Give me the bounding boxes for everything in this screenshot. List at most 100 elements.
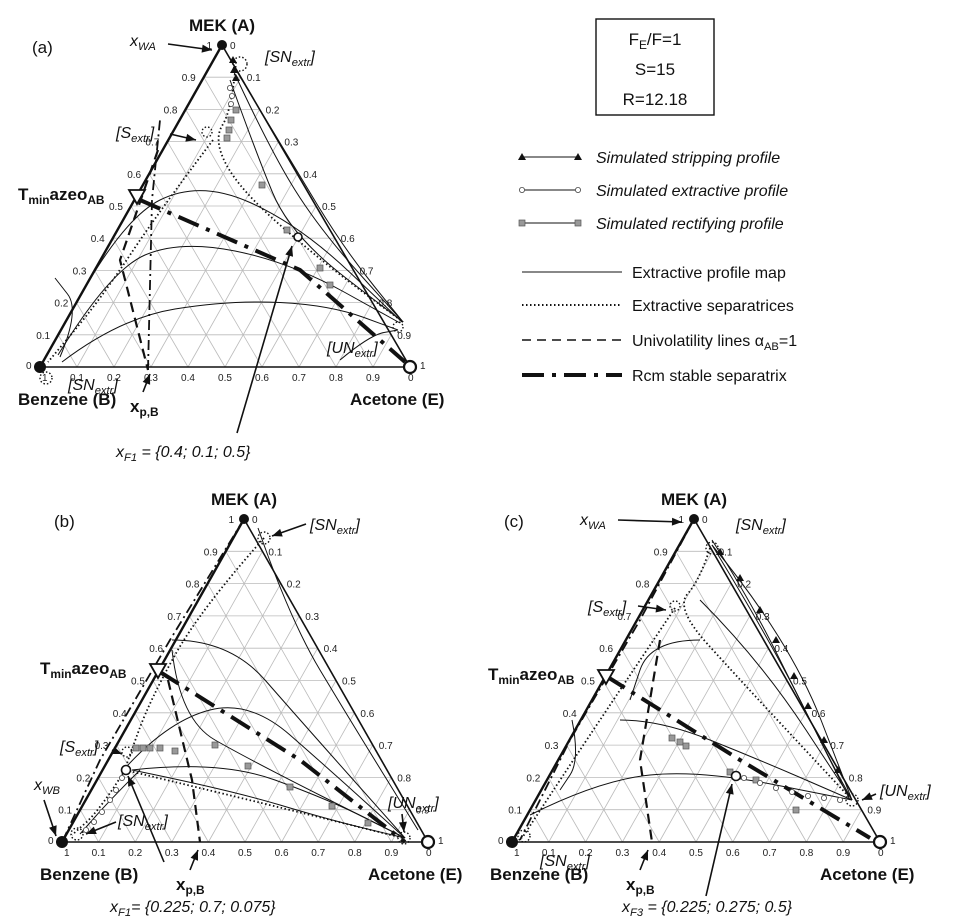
tick-bottom: 0.1 [92, 848, 106, 859]
extractive-marker [805, 793, 812, 800]
parameter-box-frame [595, 18, 715, 116]
tick-left: 0.6 [599, 644, 613, 655]
tick-bottom: 0.3 [615, 848, 629, 859]
tick-right: 0.4 [774, 644, 788, 655]
text-span: SN [122, 813, 145, 830]
text-span: [ [326, 340, 333, 357]
tick-right: 0.7 [360, 266, 374, 277]
tick-bottom: 0.2 [107, 373, 121, 384]
map-curve [61, 301, 399, 363]
legend-label: Extractive profile map [632, 265, 786, 282]
text-span: min [50, 667, 71, 681]
parameter-solvent-ratio: S=15 [635, 60, 675, 79]
tick-right: 0.1 [719, 547, 733, 558]
tick-left: 0.9 [204, 547, 218, 558]
text-span: T [18, 185, 29, 204]
text-span: ] [432, 795, 439, 812]
text-span: ] [111, 377, 118, 394]
extractive-marker [757, 780, 764, 787]
separatrix-curve [124, 537, 265, 771]
tick-bottom: 0.1 [542, 848, 556, 859]
rectifying-marker [232, 106, 240, 114]
tick-left-one: 1 [42, 373, 48, 384]
tick-left: 0.7 [145, 138, 159, 149]
text-span: T [40, 659, 51, 678]
tick-right: 0.2 [287, 580, 301, 591]
arrow-head [862, 792, 873, 800]
text-span: extr [763, 525, 783, 537]
grid-line-acetone [298, 270, 354, 368]
rectifying-marker [668, 734, 676, 742]
text-span: = {0.225; 0.275; 0.5} [643, 899, 793, 916]
arrow-sn-extr-top [271, 523, 307, 537]
grid-line-benzene [584, 712, 660, 843]
tick-bottom: 0.6 [726, 848, 740, 859]
map-curve [339, 329, 399, 361]
grid-line-benzene [152, 680, 246, 843]
grid-line-benzene [79, 809, 99, 843]
vertex-marker-benzene [56, 836, 68, 848]
text-span: x [130, 397, 140, 416]
rectifying-marker [171, 747, 179, 755]
rectifying-marker [283, 226, 291, 234]
rectifying-marker [211, 741, 219, 749]
parameter-reflux-ratio: R=12.18 [623, 90, 688, 109]
tick-right-zero: 0 [426, 848, 432, 859]
feed-point [730, 770, 742, 782]
text-span: SN [740, 517, 763, 534]
arrow-head [190, 850, 198, 861]
tick-left: 0.3 [73, 266, 87, 277]
text-span: F [629, 30, 639, 49]
tick-bottom: 0.7 [292, 373, 306, 384]
arrow-head [86, 826, 97, 834]
arrow-shaft [617, 519, 683, 523]
tick-top-one: 1 [678, 515, 684, 526]
tick-bottom: 0.2 [579, 848, 593, 859]
tick-right-one: 1 [438, 836, 444, 847]
panel-letter: (a) [32, 38, 53, 57]
arrow-head [398, 821, 407, 832]
ternary-diagram-a: 0.1 0.1 0.1 0.2 0.2 0.2 0.3 0.3 0.3 0.4 0.4 0.4 0.5 0… [18, 16, 444, 464]
tick-left: 0.8 [186, 580, 200, 591]
legend-label: Rcm stable separatrix [632, 368, 787, 385]
text-span: extr [292, 57, 312, 69]
text-span: WA [588, 520, 606, 532]
rectifying-marker [316, 264, 324, 272]
tick-bottom: 0.8 [348, 848, 362, 859]
tick-left-one: 1 [514, 848, 520, 859]
text-span: SN [314, 517, 337, 534]
extractive-separatrices [71, 537, 404, 839]
xp-b-label: xp,B [626, 875, 655, 897]
feed-point [120, 764, 132, 776]
annotation-label: [SNextr] [117, 813, 168, 833]
arrow-s-extr [111, 746, 123, 755]
legend-item-separatrix: Extractive separatrices [522, 298, 794, 315]
tick-bottom: 0.3 [144, 373, 158, 384]
tick-bottom: 0.9 [384, 848, 398, 859]
sextr-circle [121, 746, 133, 758]
grid-line-acetone [150, 141, 279, 368]
legend-marker [518, 219, 526, 227]
extractive-marker [741, 775, 748, 782]
sextr-circle [669, 600, 681, 612]
extractive-marker [773, 785, 780, 792]
text-span: AB [109, 667, 127, 681]
edge-acetone-mek [693, 518, 881, 843]
stripping-marker [772, 636, 780, 643]
text-span: ] [371, 340, 378, 357]
text-span: [ [264, 49, 271, 66]
grid-line-benzene [203, 76, 374, 368]
tick-right: 0.8 [397, 773, 411, 784]
annotation-label: [SNextr] [735, 517, 786, 537]
stripping-marker [736, 574, 744, 581]
tick-left: 0.4 [113, 709, 127, 720]
legend-marker [574, 219, 582, 227]
separatrix-curve [124, 769, 404, 839]
rectifying-marker [223, 134, 231, 142]
map-curve [171, 639, 406, 839]
tick-bottom: 0.9 [836, 848, 850, 859]
tick-right-zero: 0 [878, 848, 884, 859]
rectifying-marker [328, 802, 336, 810]
tick-bottom: 0.4 [652, 848, 666, 859]
grid-line-acetone [622, 615, 751, 843]
